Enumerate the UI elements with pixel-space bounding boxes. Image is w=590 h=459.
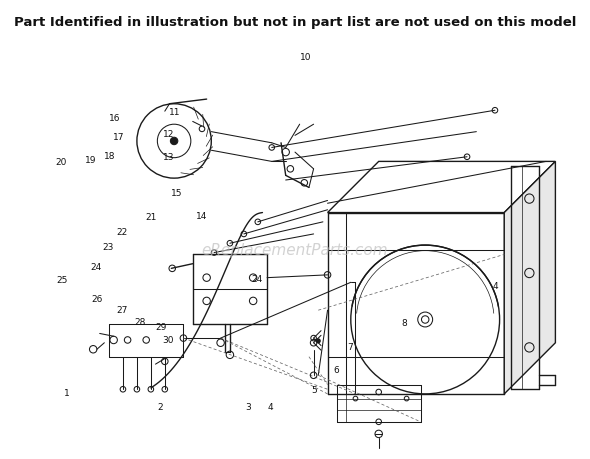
Circle shape [316,339,320,343]
Text: 4: 4 [493,282,498,291]
Text: 8: 8 [402,318,408,327]
Text: 21: 21 [146,212,157,221]
Text: 25: 25 [56,275,67,284]
Text: 18: 18 [104,151,115,160]
Circle shape [171,138,178,146]
Text: 20: 20 [55,158,67,167]
Text: 11: 11 [169,108,180,117]
Text: 1: 1 [64,388,70,397]
Text: 28: 28 [135,317,146,326]
Text: 7: 7 [347,342,353,351]
Text: Part Identified in illustration but not in part list are not used on this model: Part Identified in illustration but not … [14,16,576,29]
Text: 24: 24 [251,274,262,283]
Text: 30: 30 [162,335,173,344]
Text: eReplacementParts.com: eReplacementParts.com [202,243,388,257]
Text: 17: 17 [113,133,124,142]
Text: 27: 27 [116,305,128,314]
Text: 15: 15 [171,189,183,198]
Text: 26: 26 [92,294,103,303]
Text: 10: 10 [300,53,312,62]
Text: 14: 14 [196,211,208,220]
Text: 24: 24 [91,263,102,271]
Text: 22: 22 [117,227,128,236]
Text: 5: 5 [312,386,317,394]
Text: 23: 23 [103,243,114,252]
Text: 16: 16 [109,114,121,123]
Text: 4: 4 [267,403,273,411]
Text: 3: 3 [245,403,251,411]
Text: 29: 29 [155,322,166,331]
Text: 13: 13 [163,152,175,161]
Text: 2: 2 [158,403,163,411]
Polygon shape [504,162,555,394]
Text: 12: 12 [163,130,175,139]
Text: 19: 19 [85,156,97,165]
Polygon shape [327,162,555,213]
Text: 6: 6 [333,365,339,374]
